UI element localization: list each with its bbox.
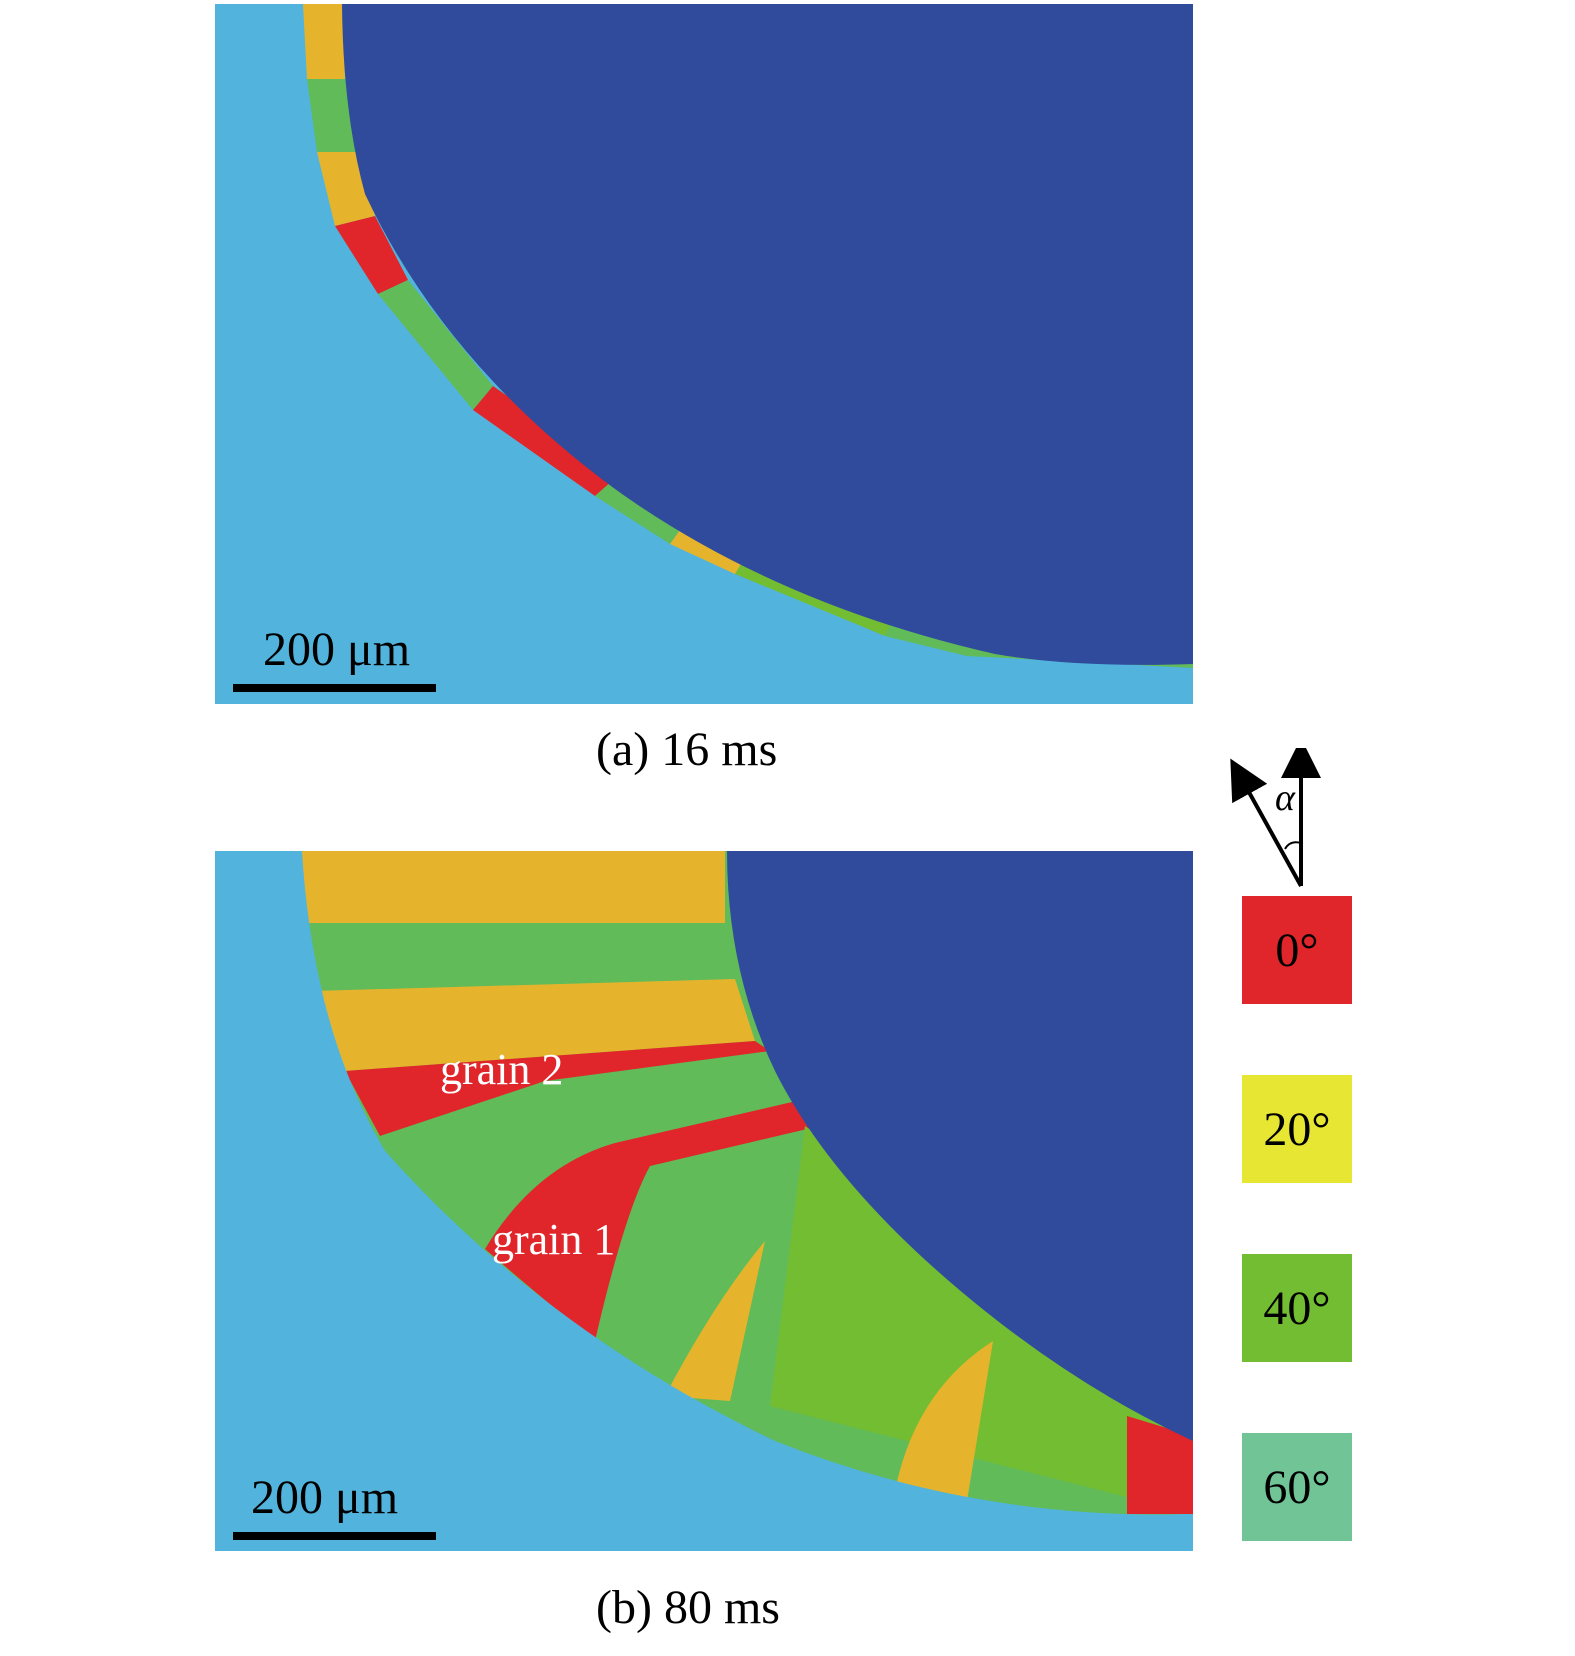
panel-b-simulation [215, 851, 1193, 1551]
caption-a: (a) 16 ms [596, 723, 778, 776]
legend-label-20: 20° [1263, 1102, 1331, 1156]
grain-segment [307, 79, 358, 152]
grain-1-region [485, 1099, 820, 1341]
scalebar-a [233, 684, 436, 692]
grain-segment [335, 216, 408, 294]
grain-segment [378, 280, 493, 410]
grain-2-region [345, 1041, 770, 1136]
melt-pool-region [342, 4, 1193, 665]
alpha-symbol: α [1275, 777, 1296, 819]
grain-orange-upper [313, 979, 755, 1071]
legend-label-0: 0° [1275, 923, 1319, 977]
legend-label-40: 40° [1263, 1281, 1331, 1335]
legend-label-60: 60° [1263, 1460, 1331, 1514]
legend-item-20: 20° [1242, 1075, 1352, 1183]
grain-segment [595, 474, 688, 544]
legend-item-60: 60° [1242, 1433, 1352, 1541]
panel-b-grain-map [215, 851, 1193, 1551]
legend-item-40: 40° [1242, 1254, 1352, 1362]
grain-2-label: grain 2 [440, 1045, 564, 1094]
melt-pool-region [727, 851, 1193, 1441]
grain-orange-wedge [895, 1341, 993, 1501]
grain-segment [473, 386, 620, 496]
panel-a-simulation [215, 4, 1193, 704]
legend-item-0: 0° [1242, 896, 1352, 1004]
scalebar-label-b: 200 μm [251, 1471, 399, 1524]
scalebar-label-a: 200 μm [263, 623, 411, 676]
grain-1-label: grain 1 [492, 1215, 616, 1264]
substrate-region-lower [215, 851, 1193, 1551]
grain-orange-wedge [665, 1241, 765, 1401]
panel-a-grain-map [215, 4, 1193, 704]
scalebar-b [233, 1532, 436, 1540]
grain-red-edge [1127, 1416, 1193, 1514]
orientation-arrow [1230, 758, 1303, 887]
grain-green-right [770, 1126, 1193, 1514]
caption-b: (b) 80 ms [596, 1581, 780, 1634]
angle-definition-diagram: α [1230, 748, 1321, 887]
angle-arc [1284, 841, 1302, 850]
grain-segment [303, 4, 345, 79]
grain-orange-top [302, 851, 725, 923]
